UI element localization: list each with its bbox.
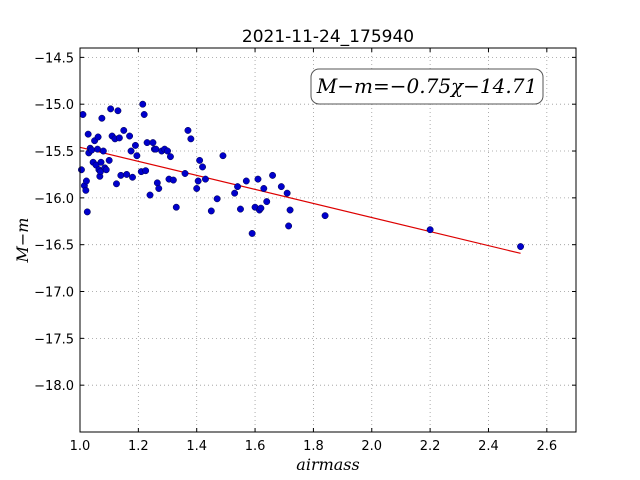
y-tick-label: −16.5 xyxy=(34,239,74,254)
x-tick-label: 1.0 xyxy=(70,439,91,454)
y-axis-label: M−m xyxy=(13,218,32,264)
data-point xyxy=(199,163,206,171)
data-point xyxy=(99,147,107,155)
data-point xyxy=(231,189,239,197)
y-tick-label: −15.5 xyxy=(34,145,74,160)
data-point xyxy=(155,185,163,192)
data-point xyxy=(181,170,189,177)
y-tick-label: −16.0 xyxy=(34,192,74,207)
data-point xyxy=(219,152,227,160)
y-tick-label: −18.0 xyxy=(34,379,74,394)
data-point xyxy=(285,222,293,230)
data-point xyxy=(517,243,525,251)
data-point xyxy=(88,146,96,154)
data-point xyxy=(283,189,291,197)
data-point xyxy=(257,204,265,212)
data-point xyxy=(248,229,256,237)
data-point xyxy=(263,198,271,206)
x-tick-label: 1.2 xyxy=(128,439,149,454)
data-point xyxy=(194,177,202,185)
plot-frame xyxy=(79,47,577,433)
data-point xyxy=(277,183,285,191)
data-point xyxy=(79,111,87,118)
x-tick-label: 1.4 xyxy=(186,439,207,454)
data-point xyxy=(127,147,135,155)
data-point xyxy=(172,203,180,211)
plot-area xyxy=(80,48,576,432)
data-point xyxy=(84,130,92,138)
data-point xyxy=(254,175,262,183)
y-tick-label: −17.0 xyxy=(34,286,74,301)
fit-equation-box: M−m=−0.75χ−14.71 xyxy=(310,68,544,105)
data-point xyxy=(143,139,151,147)
data-point xyxy=(139,100,147,108)
x-tick-label: 2.4 xyxy=(478,439,499,454)
data-point xyxy=(237,205,244,213)
x-tick-label: 2.0 xyxy=(361,439,382,454)
data-point xyxy=(242,177,250,185)
data-point xyxy=(102,166,110,174)
data-point xyxy=(213,195,221,203)
data-point xyxy=(131,141,139,149)
data-point xyxy=(269,171,277,179)
x-tick-label: 2.2 xyxy=(420,439,441,454)
y-tick-label: −14.5 xyxy=(34,51,74,66)
data-point xyxy=(140,111,148,118)
x-tick-label: 1.6 xyxy=(245,439,266,454)
fit-line xyxy=(79,146,521,254)
data-point xyxy=(187,135,195,143)
data-point xyxy=(164,147,171,155)
data-point xyxy=(83,208,91,216)
data-point xyxy=(207,207,215,215)
axis-ticks: 1.0 1.2 1.4 1.6 1.8 2.0 2.2 2.4 2.6 −14.5 −15.0 −15… xyxy=(34,48,576,454)
fit-line-group xyxy=(79,146,521,254)
data-point xyxy=(260,185,268,192)
data-point xyxy=(113,180,120,188)
data-point xyxy=(129,173,136,181)
data-point xyxy=(426,226,434,234)
data-point xyxy=(82,186,90,194)
data-point xyxy=(184,126,192,134)
data-point xyxy=(133,152,141,160)
data-point xyxy=(115,134,123,142)
data-point xyxy=(286,206,294,214)
data-point xyxy=(120,126,128,134)
data-point xyxy=(94,133,102,141)
data-point xyxy=(94,145,101,153)
x-tick-label: 1.8 xyxy=(303,439,324,454)
data-point xyxy=(142,167,150,175)
data-point xyxy=(146,191,154,199)
data-point xyxy=(123,170,131,178)
data-point xyxy=(193,185,201,192)
data-point xyxy=(152,145,160,153)
data-point xyxy=(82,177,90,185)
fit-equation: M−m=−0.75χ−14.71 xyxy=(316,74,537,98)
data-point xyxy=(153,179,161,187)
data-point xyxy=(149,139,157,147)
data-point xyxy=(126,132,134,140)
data-point xyxy=(234,183,242,191)
data-point xyxy=(97,158,105,166)
chart-title: 2021-11-24_175940 xyxy=(242,27,414,47)
x-tick-label: 2.6 xyxy=(536,439,557,454)
data-point xyxy=(169,176,177,184)
data-point xyxy=(321,212,329,220)
data-point xyxy=(105,156,113,164)
data-point xyxy=(107,105,115,113)
data-point xyxy=(98,114,106,122)
data-point xyxy=(114,107,122,115)
data-point xyxy=(196,156,204,164)
data-point xyxy=(78,166,85,174)
data-point xyxy=(202,175,209,183)
data-point xyxy=(166,153,174,161)
y-tick-label: −17.5 xyxy=(34,332,74,347)
y-tick-label: −15.0 xyxy=(34,98,74,113)
data-point xyxy=(117,171,125,179)
data-points xyxy=(78,100,525,251)
x-axis-label: airmass xyxy=(296,455,359,474)
